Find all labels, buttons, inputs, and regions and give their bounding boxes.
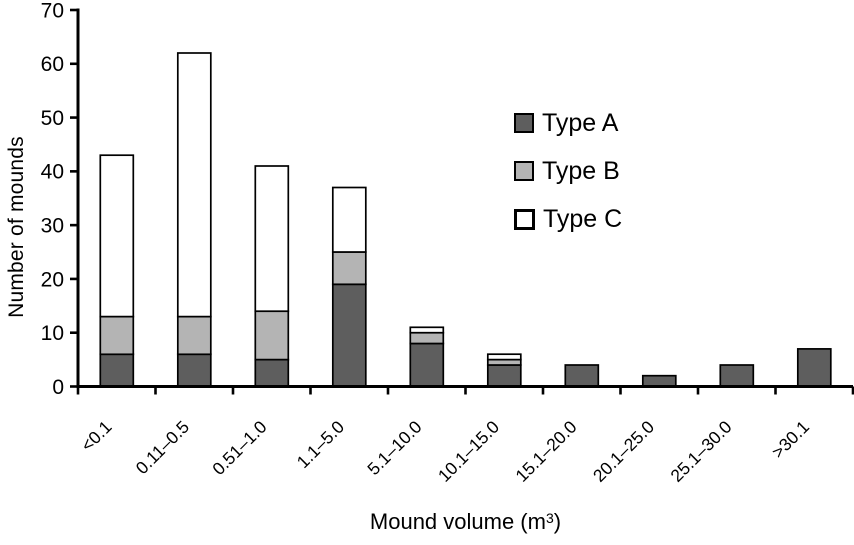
- y-tick-label: 40: [41, 161, 64, 184]
- bar-segment-type-a: [796, 348, 832, 388]
- bar-segment-type-a: [719, 364, 755, 388]
- bar-segment-type-c: [409, 326, 445, 334]
- chart-legend: Type A Type B Type C: [514, 99, 622, 243]
- y-tick-label: 30: [41, 214, 64, 237]
- x-tick-label: 1.1–5.0: [293, 416, 349, 472]
- x-tick-label: >30.1: [768, 417, 813, 462]
- legend-label-type-b: Type B: [542, 156, 620, 185]
- legend-swatch-type-b: [514, 161, 534, 181]
- x-tick-label: <0.1: [77, 417, 116, 456]
- x-axis-title-close: ): [553, 509, 562, 534]
- bar-segment-type-b: [409, 331, 445, 345]
- y-tick-label: 20: [41, 268, 64, 291]
- bar-segment-type-a: [564, 364, 600, 388]
- bar-segment-type-a: [641, 374, 677, 388]
- legend-row-type-a: Type A: [514, 99, 622, 147]
- x-tick-label: 15.1–20.0: [511, 417, 580, 486]
- legend-row-type-b: Type B: [514, 147, 622, 195]
- x-tick-label: 0.11–0.5: [132, 417, 193, 478]
- y-tick-label: 0: [52, 376, 64, 399]
- bar-segment-type-b: [254, 310, 290, 361]
- bar-segment-type-a: [409, 342, 445, 388]
- y-tick-label: 70: [41, 0, 64, 22]
- x-axis-title: Mound volume (m3): [78, 509, 853, 535]
- bar-segment-type-b: [99, 315, 135, 356]
- bar-segment-type-c: [99, 154, 135, 318]
- x-tick-label: 5.1–10.0: [363, 417, 425, 479]
- x-tick-label: 20.1–25.0: [589, 417, 658, 486]
- bar-segment-type-a: [331, 283, 367, 388]
- bar-segment-type-b: [331, 251, 367, 286]
- y-axis-title: Number of mounds: [5, 136, 28, 318]
- bar-segment-type-c: [486, 353, 522, 361]
- x-tick-label: 0.51–1.0: [208, 417, 270, 479]
- legend-label-type-a: Type A: [542, 108, 619, 137]
- legend-label-type-c: Type C: [543, 204, 623, 233]
- bar-segment-type-c: [254, 165, 290, 313]
- x-axis-title-superscript: 3: [545, 509, 554, 526]
- x-tick-label: 10.1–15.0: [434, 417, 503, 486]
- bar-segment-type-a: [176, 353, 212, 388]
- legend-swatch-type-a: [514, 113, 534, 133]
- x-tick-label: 25.1–30.0: [666, 417, 735, 486]
- y-tick-label: 50: [41, 107, 64, 130]
- bar-segment-type-a: [486, 364, 522, 388]
- bar-segment-type-a: [99, 353, 135, 388]
- x-axis-title-text: Mound volume (m: [369, 509, 546, 534]
- bar-segment-type-c: [176, 52, 212, 318]
- bar-segment-type-b: [176, 315, 212, 356]
- bar-segment-type-c: [331, 186, 367, 253]
- legend-row-type-c: Type C: [514, 195, 622, 243]
- y-tick-label: 60: [41, 53, 64, 76]
- legend-swatch-type-c: [514, 208, 535, 230]
- bar-segment-type-a: [254, 358, 290, 388]
- y-tick-label: 10: [41, 322, 64, 345]
